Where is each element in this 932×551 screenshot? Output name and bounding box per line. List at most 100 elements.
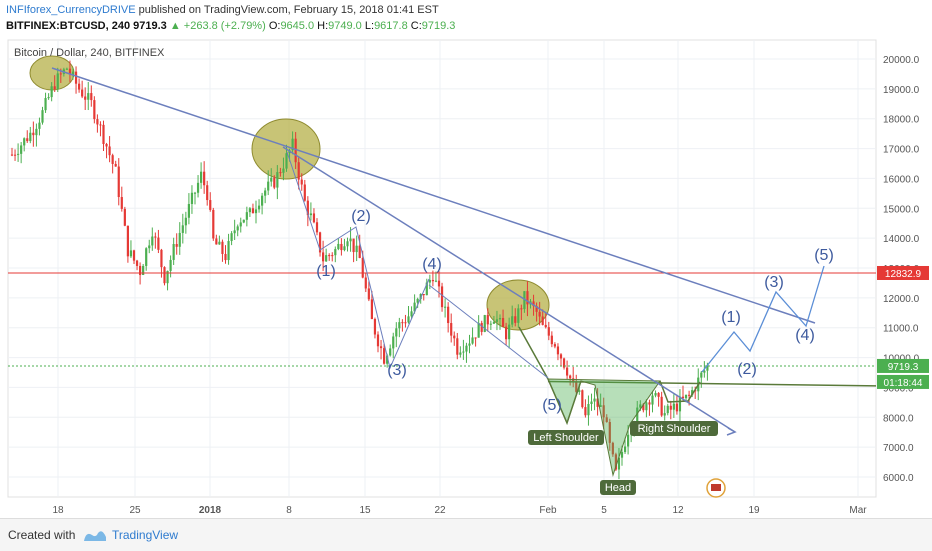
price-chart[interactable]: 18 25 2018 8 15 22 Feb 5 12 19 Mar 6000.0 7000.0 800… — [0, 37, 932, 517]
candle-body — [428, 279, 431, 283]
event-flag-icon-inner — [711, 484, 721, 491]
candle-body — [672, 403, 675, 410]
candle-body — [535, 306, 538, 312]
candle-body — [706, 364, 709, 371]
candle-body — [575, 382, 578, 392]
candle-body — [611, 442, 614, 455]
candle-body — [437, 280, 441, 287]
last-price-tag — [877, 358, 929, 373]
candle-body — [419, 294, 422, 299]
candle-body — [562, 358, 566, 368]
candle-body — [90, 93, 93, 101]
y-tick-label: 12000.0 — [883, 294, 920, 305]
close-label: C: — [410, 20, 422, 32]
candles — [10, 60, 709, 480]
candle-body — [444, 306, 447, 308]
candle-body — [523, 291, 526, 310]
candle-body — [614, 454, 617, 470]
candle-body — [96, 119, 99, 125]
candle-body — [239, 222, 242, 227]
candle-body — [71, 71, 75, 75]
candle-body — [684, 394, 688, 399]
tradingview-logo-icon — [82, 529, 108, 548]
candle-body — [123, 208, 126, 226]
y-tick-label: 18000.0 — [883, 115, 920, 126]
candle-body — [169, 259, 172, 271]
x-tick-label: 22 — [434, 505, 446, 516]
pattern-label-text: Right Shoulder — [638, 423, 711, 435]
candle-body — [102, 124, 105, 144]
candle-body — [29, 132, 32, 142]
candle-body — [440, 286, 444, 308]
candle-body — [602, 405, 605, 418]
candle-body — [422, 294, 425, 296]
candle-body — [599, 405, 602, 407]
candle-body — [129, 250, 133, 257]
candle-body — [398, 322, 401, 329]
candle-body — [334, 249, 337, 256]
candle-body — [587, 404, 590, 416]
open-value: 9645.0 — [280, 20, 315, 32]
candle-body — [541, 316, 544, 325]
candle-body — [303, 184, 306, 201]
candle-body — [163, 267, 166, 284]
candle-body — [309, 213, 312, 216]
candle-body — [65, 68, 68, 70]
candle-body — [187, 203, 190, 218]
candle-body — [111, 155, 114, 164]
y-tick-label: 11000.0 — [883, 324, 919, 335]
candle-body — [120, 197, 123, 209]
candle-body — [474, 337, 477, 339]
created-with-text: Created with — [8, 528, 76, 542]
candle-body — [620, 452, 624, 458]
candle-body — [346, 241, 349, 247]
candle-body — [700, 372, 703, 378]
candle-body — [84, 96, 87, 100]
high-label: H: — [317, 20, 329, 32]
candle-body — [404, 322, 407, 324]
candle-body — [17, 153, 20, 155]
candle-body — [87, 93, 90, 100]
candle-body — [108, 146, 111, 156]
y-tick-label: 19000.0 — [883, 85, 920, 96]
candle-body — [215, 238, 218, 245]
candle-body — [257, 205, 261, 210]
candle-body — [209, 200, 212, 210]
candle-body — [200, 171, 203, 183]
candle-body — [221, 241, 224, 254]
candle-body — [172, 244, 175, 260]
candle-body — [340, 243, 343, 251]
candle-body — [556, 346, 560, 355]
wave-label-projected: (3) — [764, 274, 784, 291]
candle-body — [318, 232, 322, 253]
candle-body — [59, 73, 62, 75]
wave-label-historical: (3) — [387, 362, 407, 379]
candle-body — [74, 71, 78, 84]
open-label: O: — [268, 20, 281, 32]
trendline-lower — [428, 284, 549, 379]
author-link[interactable]: INFIforex_CurrencyDRIVE — [6, 4, 136, 16]
trendline-middle — [282, 146, 736, 433]
candle-body — [505, 326, 508, 340]
chart-area[interactable]: 18 25 2018 8 15 22 Feb 5 12 19 Mar 6000.0 7000.0 800… — [0, 37, 932, 517]
candle-body — [425, 282, 428, 296]
wave-label-historical: (1) — [316, 263, 336, 280]
candle-body — [157, 237, 160, 250]
trendline-upper — [51, 67, 816, 324]
candle-body — [471, 337, 474, 344]
candle-body — [434, 280, 438, 282]
candle-body — [151, 236, 154, 246]
tradingview-brand-link[interactable]: TradingView — [112, 528, 179, 542]
candle-body — [648, 402, 651, 405]
candle-body — [642, 404, 645, 411]
candle-body — [267, 181, 270, 191]
candle-body — [148, 245, 151, 249]
candle-body — [691, 390, 694, 396]
y-tick-label: 20000.0 — [883, 55, 920, 66]
candle-body — [212, 209, 215, 239]
candle-body — [236, 226, 239, 231]
candle-body — [450, 323, 453, 336]
candle-body — [193, 192, 197, 194]
candle-body — [379, 346, 383, 349]
candle-body — [355, 245, 358, 253]
